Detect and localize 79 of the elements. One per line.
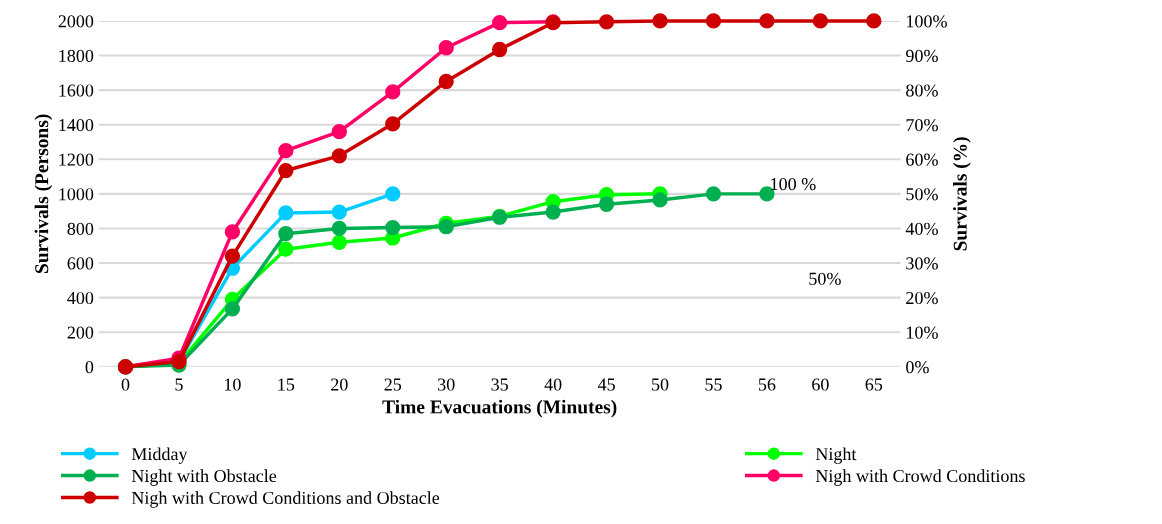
- point: [385, 219, 401, 236]
- point: [598, 196, 615, 212]
- point: [866, 13, 882, 29]
- legend-label: Nigh with Crowd Conditions and Obstacle: [131, 491, 440, 508]
- point: [331, 234, 347, 250]
- point: [278, 143, 294, 159]
- x-tick-label: 56: [758, 378, 776, 391]
- point: [278, 162, 294, 179]
- point: [278, 241, 294, 257]
- point: [652, 13, 668, 29]
- x-tick-label: 40: [544, 378, 562, 391]
- y-tick-label: 1600: [59, 84, 94, 97]
- point: [385, 84, 401, 100]
- point: [598, 14, 615, 30]
- legend-label: Midday: [131, 447, 188, 464]
- x-tick-label: 20: [331, 378, 348, 391]
- x-tick-label: 25: [384, 378, 402, 391]
- y-tick-label: 200: [67, 326, 94, 339]
- x-tick-label: 65: [865, 378, 883, 391]
- y-tick-label: 0: [85, 361, 94, 374]
- point: [385, 116, 401, 132]
- x-axis-title: Time Evacuations (Minutes): [382, 399, 617, 418]
- x-tick-label: 45: [597, 378, 615, 391]
- x-tick-label: 0: [121, 378, 130, 391]
- point: [812, 13, 829, 29]
- point: [438, 219, 454, 235]
- y-tick-label: 600: [67, 257, 94, 270]
- point: [224, 248, 241, 264]
- y2-tick-label: 60%: [906, 153, 938, 166]
- x-tick-label: 15: [278, 378, 295, 391]
- x-tick-label: 50: [652, 378, 669, 391]
- y2-tick-label: 70%: [906, 118, 938, 132]
- legend-label: Night with Obstacle: [131, 469, 277, 486]
- legend-label: Night: [815, 447, 857, 464]
- y2-tick-label: 10%: [907, 326, 938, 339]
- y2-tick-label: 20%: [906, 291, 938, 305]
- y2-tick-label: 50%: [906, 188, 938, 201]
- point: [331, 123, 347, 140]
- x-tick-label: 60: [812, 378, 829, 391]
- y-tick-label: 1400: [59, 118, 94, 132]
- y-tick-label: 1000: [59, 188, 94, 201]
- point: [492, 41, 508, 58]
- point: [438, 40, 454, 56]
- point: [385, 186, 401, 202]
- y2-tick-label: 40%: [905, 222, 938, 235]
- point: [705, 13, 722, 29]
- point: [224, 224, 241, 240]
- point: [545, 204, 561, 220]
- point: [278, 205, 294, 221]
- point: [492, 15, 508, 31]
- y-axis-title: Survivals (Persons): [34, 114, 53, 274]
- point: [652, 192, 668, 208]
- y2-tick-label: 90%: [905, 49, 938, 63]
- point: [438, 73, 454, 90]
- point: [705, 186, 722, 202]
- y-tick-label: 800: [67, 222, 94, 235]
- y-tick-label: 400: [67, 291, 94, 305]
- point: [331, 204, 347, 220]
- annotation: 50%: [809, 272, 841, 285]
- point: [278, 226, 294, 242]
- y2-tick-label: 100%: [907, 15, 947, 28]
- y-tick-label: 1800: [59, 49, 94, 62]
- y-tick-label: 1200: [59, 153, 94, 166]
- x-tick-label: 10: [224, 378, 241, 391]
- legend-label: Nigh with Crowd Conditions: [815, 469, 1025, 486]
- y2-axis-title: Survivals (%): [953, 137, 971, 251]
- y2-tick-label: 0%: [906, 361, 929, 374]
- annotation: 100 %: [771, 178, 816, 191]
- point: [331, 220, 347, 237]
- x-tick-label: 55: [705, 378, 722, 391]
- y2-tick-label: 30%: [906, 257, 938, 270]
- x-tick-label: 30: [438, 378, 455, 391]
- point: [331, 148, 347, 164]
- x-tick-label: 35: [491, 378, 508, 391]
- point: [759, 13, 775, 29]
- x-tick-label: 5: [175, 378, 183, 391]
- y-tick-label: 2000: [58, 15, 94, 28]
- point: [224, 301, 241, 317]
- y2-tick-label: 80%: [906, 84, 938, 97]
